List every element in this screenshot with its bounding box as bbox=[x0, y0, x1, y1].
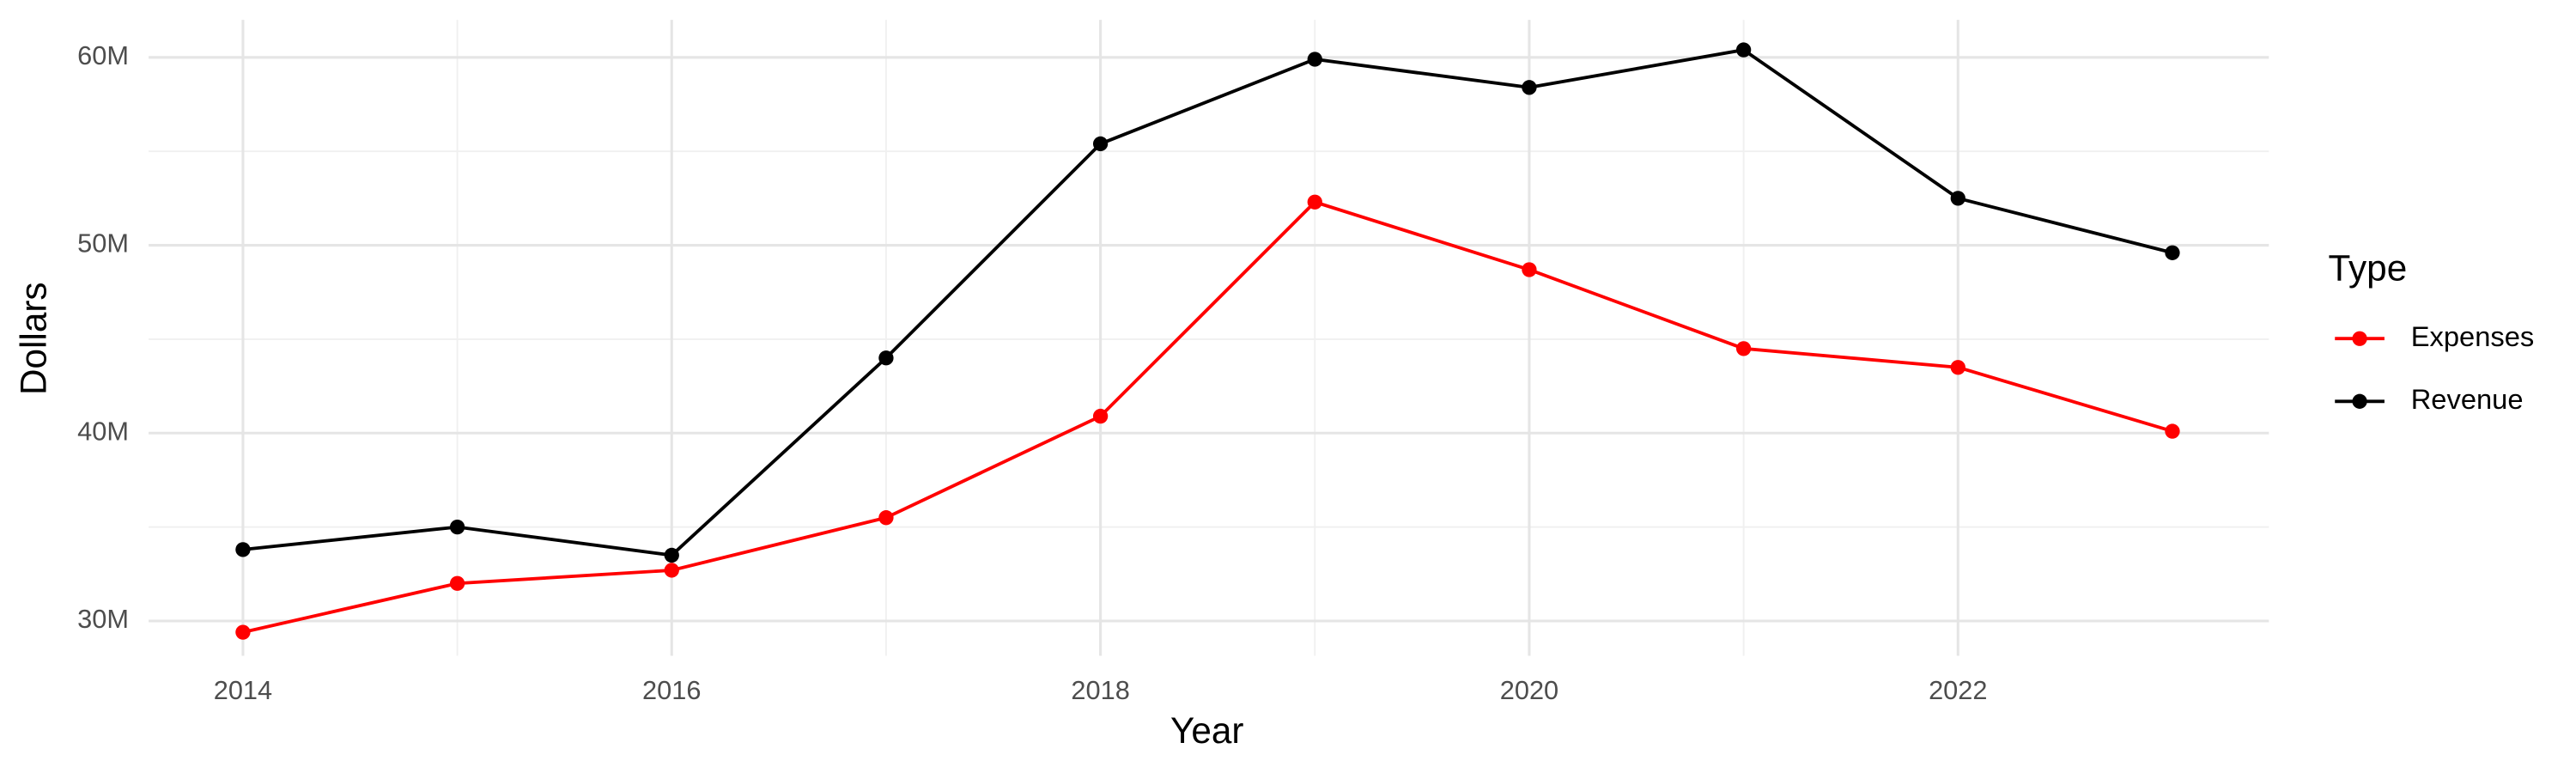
data-point bbox=[878, 350, 894, 366]
y-tick-label: 50M bbox=[77, 228, 129, 259]
legend-marker bbox=[2352, 393, 2367, 409]
legend-label: Expenses bbox=[2411, 320, 2535, 352]
legend-label: Revenue bbox=[2411, 383, 2524, 415]
data-point bbox=[1735, 42, 1752, 58]
series-line bbox=[242, 48, 2173, 557]
y-axis-title: Dollars bbox=[13, 282, 53, 395]
y-tick-label: 60M bbox=[77, 40, 129, 70]
data-point bbox=[1735, 341, 1752, 356]
x-tick-label: 2016 bbox=[642, 675, 701, 705]
x-tick-label: 2020 bbox=[1500, 675, 1558, 705]
y-tick-label: 40M bbox=[77, 416, 129, 446]
data-point bbox=[449, 575, 465, 591]
data-point bbox=[1307, 52, 1322, 67]
data-point bbox=[1307, 194, 1322, 210]
data-point bbox=[1092, 408, 1109, 424]
data-point bbox=[1950, 191, 1965, 206]
legend-title: Type bbox=[2329, 248, 2408, 289]
x-axis-title: Year bbox=[1170, 710, 1243, 751]
data-point bbox=[235, 542, 251, 557]
data-point bbox=[449, 519, 465, 535]
plot-area bbox=[235, 42, 2180, 640]
data-point bbox=[2165, 245, 2180, 260]
x-tick-label: 2018 bbox=[1071, 675, 1129, 705]
data-point bbox=[664, 547, 679, 563]
data-point bbox=[235, 624, 251, 640]
x-tick-label: 2014 bbox=[214, 675, 272, 705]
data-point bbox=[1092, 136, 1109, 152]
grid bbox=[149, 20, 2269, 656]
series-line bbox=[242, 200, 2173, 634]
data-point bbox=[878, 510, 894, 526]
y-tick-label: 30M bbox=[77, 604, 129, 634]
data-point bbox=[1522, 80, 1537, 95]
data-point bbox=[664, 563, 679, 578]
x-tick-label: 2022 bbox=[1929, 675, 1987, 705]
data-point bbox=[1950, 360, 1965, 375]
legend-marker bbox=[2352, 331, 2367, 346]
data-point bbox=[2165, 423, 2180, 439]
data-point bbox=[1522, 262, 1537, 277]
